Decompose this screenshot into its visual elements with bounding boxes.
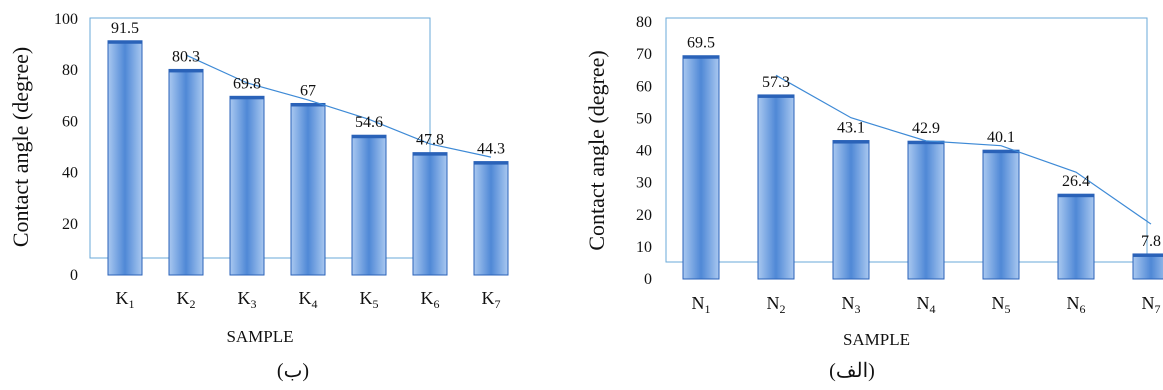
bar — [290, 102, 326, 276]
x-tick-label: K4 — [299, 288, 318, 311]
bar — [682, 55, 720, 280]
bar-cap — [169, 69, 203, 73]
figure-caption: (الف) — [829, 360, 875, 382]
bar — [412, 152, 448, 276]
y-tick-label: 70 — [636, 46, 652, 63]
data-label: 47.8 — [416, 132, 444, 149]
data-label: 42.9 — [912, 120, 940, 137]
y-tick-label: 60 — [636, 78, 652, 95]
bar — [229, 95, 265, 276]
bar — [982, 149, 1020, 280]
data-label: 69.8 — [233, 75, 261, 92]
x-tick-label: N2 — [767, 293, 786, 316]
x-tick-label: K5 — [360, 288, 379, 311]
bar — [907, 140, 945, 280]
trend-line — [775, 74, 1152, 225]
x-tick-label: N7 — [1142, 293, 1161, 316]
bar-cap — [683, 55, 719, 59]
bar-cap — [758, 94, 794, 98]
x-axis-label: SAMPLE — [226, 327, 293, 346]
x-tick-label: N5 — [992, 293, 1011, 316]
data-label: 54.6 — [355, 114, 383, 131]
y-tick-label: 60 — [62, 113, 78, 130]
data-label: 44.3 — [477, 141, 505, 158]
bar-cap — [474, 161, 508, 165]
y-tick-label: 80 — [62, 62, 78, 79]
bar — [168, 68, 204, 276]
y-tick-label: 100 — [54, 11, 78, 28]
x-tick-label: K6 — [421, 288, 440, 311]
x-tick-label: K1 — [116, 288, 135, 311]
x-tick-label: K3 — [238, 288, 257, 311]
chart-n-samples: 0 10 20 30 40 50 60 70 80 Contact angle (degree) 6… — [584, 14, 1163, 382]
trend-line — [185, 54, 492, 158]
bar-cap — [230, 96, 264, 100]
bar-cap — [983, 150, 1019, 154]
y-tick-label: 40 — [636, 143, 652, 160]
bar-cap — [413, 152, 447, 156]
data-label: 40.1 — [987, 129, 1015, 146]
bar — [473, 161, 509, 276]
x-tick-label: N6 — [1067, 293, 1086, 316]
x-axis-label: SAMPLE — [843, 330, 910, 349]
data-label: 43.1 — [837, 120, 865, 137]
y-tick-label: 10 — [636, 239, 652, 256]
bar — [757, 94, 795, 280]
y-tick-label: 0 — [644, 271, 652, 288]
data-label: 69.5 — [687, 35, 715, 52]
chart-k-samples: 0 20 40 60 80 100 Contact angle (degree) 91.5 80… — [8, 11, 509, 382]
data-label: 80.3 — [172, 48, 200, 65]
bar-cap — [833, 140, 869, 144]
x-tick-label: N3 — [842, 293, 861, 316]
x-tick-label: K7 — [482, 288, 501, 311]
bar — [1057, 193, 1095, 280]
y-tick-label: 20 — [62, 216, 78, 233]
x-tick-label: K2 — [177, 288, 196, 311]
bar-cap — [908, 141, 944, 145]
data-label: 67 — [300, 82, 316, 99]
data-label: 91.5 — [111, 20, 139, 37]
bar-cap — [1058, 194, 1094, 198]
data-label: 26.4 — [1062, 173, 1090, 190]
y-tick-label: 20 — [636, 207, 652, 224]
y-tick-label: 0 — [70, 267, 78, 284]
y-tick-label: 50 — [636, 110, 652, 127]
bar — [832, 140, 870, 280]
bar — [107, 40, 143, 276]
bar-cap — [352, 135, 386, 139]
plot-frame — [665, 17, 1148, 263]
bar-cap — [108, 40, 142, 44]
data-label: 57.3 — [762, 74, 790, 91]
data-label: 7.8 — [1141, 233, 1161, 250]
bar — [1132, 253, 1163, 280]
y-tick-label: 80 — [636, 14, 652, 31]
y-tick-label: 40 — [62, 165, 78, 182]
figure-caption: (ب) — [277, 360, 309, 382]
bar — [351, 134, 387, 276]
bar-cap — [291, 103, 325, 107]
y-tick-label: 30 — [636, 175, 652, 192]
y-axis-label: Contact angle (degree) — [584, 50, 609, 250]
bar-cap — [1133, 253, 1163, 257]
x-tick-label: N1 — [692, 293, 711, 316]
x-tick-label: N4 — [917, 293, 936, 316]
y-axis-label: Contact angle (degree) — [8, 47, 33, 247]
